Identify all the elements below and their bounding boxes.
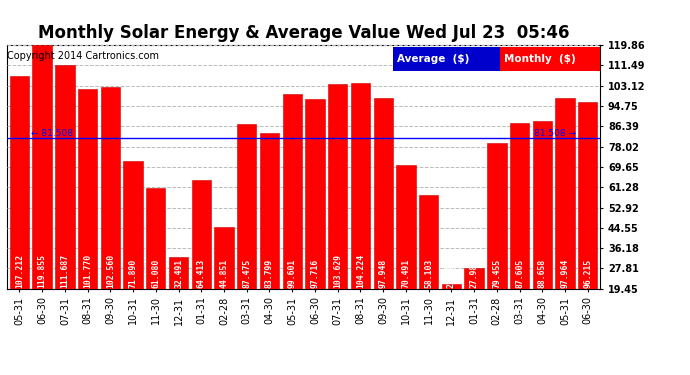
Text: 32.491: 32.491 — [174, 258, 183, 288]
Text: 81.508 →: 81.508 → — [535, 129, 576, 138]
Text: 97.716: 97.716 — [310, 258, 319, 288]
Bar — [32, 45, 52, 289]
Bar — [533, 121, 552, 289]
Text: 83.799: 83.799 — [265, 258, 274, 288]
Text: Copyright 2014 Cartronics.com: Copyright 2014 Cartronics.com — [7, 51, 159, 61]
Bar — [419, 195, 438, 289]
Text: 96.215: 96.215 — [583, 258, 592, 288]
Text: 70.491: 70.491 — [402, 258, 411, 288]
Bar — [192, 180, 211, 289]
Bar — [555, 98, 575, 289]
Bar — [578, 102, 598, 289]
Text: 21.414: 21.414 — [447, 258, 456, 288]
Bar — [169, 257, 188, 289]
Text: 103.629: 103.629 — [333, 254, 342, 288]
Bar — [215, 227, 234, 289]
Bar — [237, 124, 257, 289]
Bar — [146, 188, 166, 289]
Text: 104.224: 104.224 — [356, 254, 365, 288]
Bar — [124, 162, 143, 289]
Bar — [442, 284, 461, 289]
Text: 79.455: 79.455 — [493, 258, 502, 288]
Text: Average  ($): Average ($) — [397, 54, 469, 64]
Bar — [328, 84, 347, 289]
Bar — [351, 83, 370, 289]
Text: 97.948: 97.948 — [379, 258, 388, 288]
Bar — [78, 89, 97, 289]
Text: ← 81.508: ← 81.508 — [31, 129, 72, 138]
Text: 99.601: 99.601 — [288, 258, 297, 288]
Text: 88.658: 88.658 — [538, 258, 546, 288]
Bar — [487, 143, 506, 289]
Bar — [373, 98, 393, 289]
Bar — [305, 99, 324, 289]
Title: Monthly Solar Energy & Average Value Wed Jul 23  05:46: Monthly Solar Energy & Average Value Wed… — [38, 24, 569, 42]
Bar — [260, 132, 279, 289]
Text: 27.986: 27.986 — [470, 258, 479, 288]
Text: Monthly  ($): Monthly ($) — [504, 54, 575, 64]
Text: 87.475: 87.475 — [242, 258, 251, 288]
Text: 71.890: 71.890 — [128, 258, 137, 288]
Bar — [283, 94, 302, 289]
Text: 102.560: 102.560 — [106, 254, 115, 288]
Bar — [396, 165, 415, 289]
Text: 107.212: 107.212 — [15, 254, 24, 288]
Text: 64.413: 64.413 — [197, 258, 206, 288]
Text: 87.605: 87.605 — [515, 258, 524, 288]
Bar — [510, 123, 529, 289]
Bar — [10, 76, 29, 289]
Text: 101.770: 101.770 — [83, 254, 92, 288]
Text: 58.103: 58.103 — [424, 258, 433, 288]
Bar — [464, 268, 484, 289]
Text: 97.964: 97.964 — [560, 258, 569, 288]
Text: 119.855: 119.855 — [38, 254, 47, 288]
Text: 44.851: 44.851 — [219, 258, 228, 288]
Bar — [55, 65, 75, 289]
Text: 111.687: 111.687 — [61, 254, 70, 288]
Text: 61.080: 61.080 — [151, 258, 160, 288]
Bar — [101, 87, 120, 289]
